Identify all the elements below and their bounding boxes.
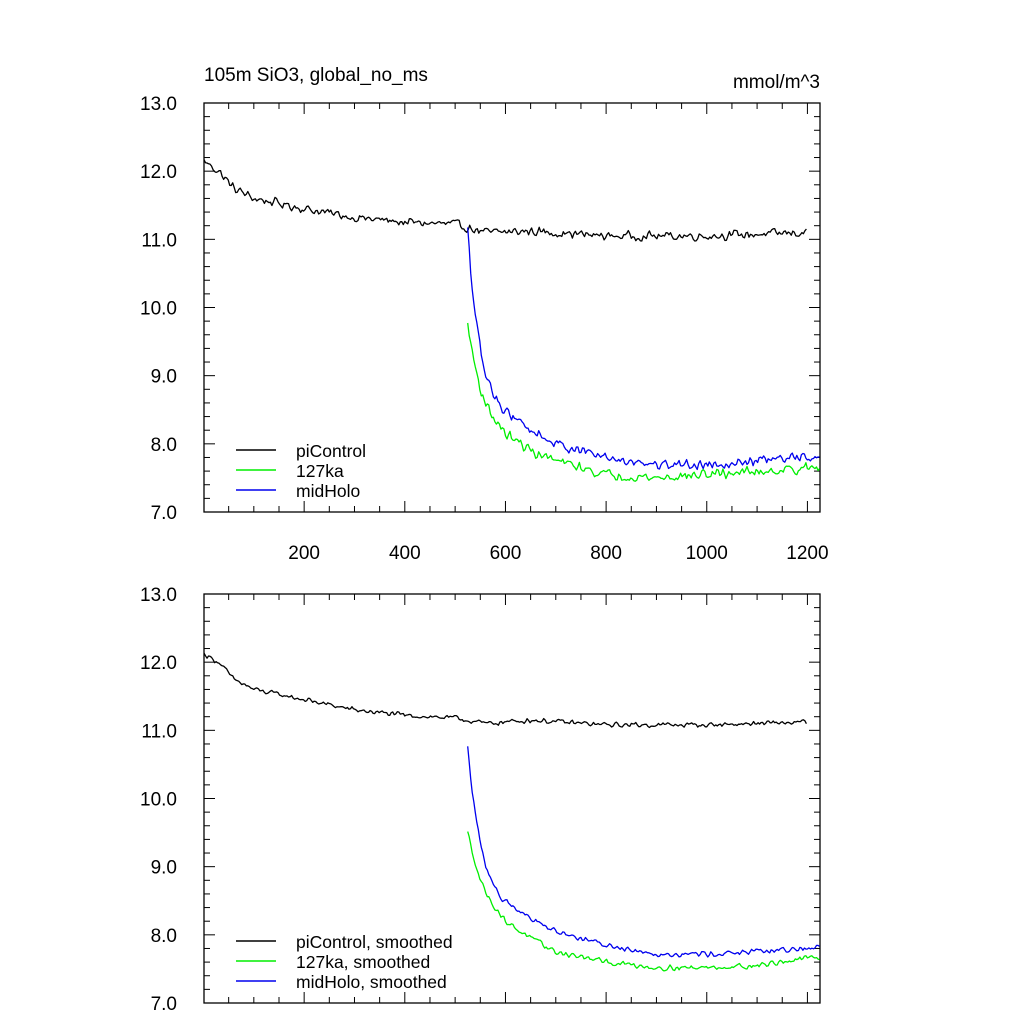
y-tick-label: 12.0 [140,162,177,183]
y-tick-label: 11.0 [141,721,177,742]
legend-label: piControl, smoothed [296,932,453,952]
x-tick-label: 1000 [686,543,728,564]
legend-label: midHolo, smoothed [296,972,447,992]
bottom-panel: 7.0 8.0 9.0 10.0 11.0 12.0 13.0 piControl, smoo… [140,585,821,1015]
legend-label: 127ka [296,461,344,481]
y-tick-label: 13.0 [140,585,177,606]
legend-label: midHolo [296,481,360,501]
y-tick-label: 10.0 [140,299,177,320]
y-tick-label: 7.0 [151,994,177,1015]
x-tick-label: 400 [389,543,421,564]
series-line-2 [467,746,820,958]
series-line-0 [203,652,807,729]
y-tick-label: 9.0 [151,858,177,879]
legend-label: piControl [296,441,366,461]
y-tick-label: 9.0 [151,367,177,388]
series-line-2 [467,227,820,471]
y-tick-label: 7.0 [151,503,177,524]
x-tick-label: 600 [490,543,522,564]
x-tick-label: 1200 [786,543,828,564]
y-tick-label: 10.0 [140,790,177,811]
series-line-1 [467,322,820,482]
legend-label: 127ka, smoothed [296,952,430,972]
y-tick-label: 11.0 [141,230,177,251]
top-panel: 7.0 8.0 9.0 10.0 11.0 12.0 13.0 200 400 600 800 100… [140,94,829,564]
series-line-0 [203,159,807,242]
y-tick-label: 8.0 [151,435,177,456]
x-tick-label: 200 [288,543,320,564]
units-label: mmol/m^3 [733,72,820,93]
y-tick-label: 13.0 [140,94,177,115]
chart-title: 105m SiO3, global_no_ms [204,65,428,86]
y-tick-label: 8.0 [151,926,177,947]
series-line-1 [467,831,820,972]
y-tick-label: 12.0 [140,653,177,674]
x-tick-label: 800 [590,543,622,564]
